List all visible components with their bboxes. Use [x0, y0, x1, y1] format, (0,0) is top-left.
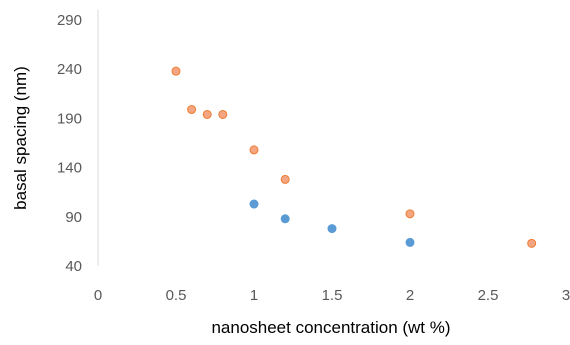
- y-tick-label: 240: [57, 61, 82, 78]
- data-point-series-1: [280, 174, 290, 184]
- x-tick-label: 0.5: [166, 287, 187, 304]
- x-tick-label: 1.5: [322, 287, 343, 304]
- y-tick-label: 40: [65, 258, 82, 275]
- x-tick-label: 0: [94, 287, 102, 304]
- data-point-series-2: [280, 214, 290, 224]
- y-axis-title: basal spacing (nm): [11, 66, 30, 210]
- data-point-series-1: [202, 109, 212, 119]
- data-point-series-2: [327, 224, 337, 234]
- y-tick-label: 190: [57, 110, 82, 127]
- y-tick-label: 140: [57, 160, 82, 177]
- x-tick-label: 2.5: [478, 287, 499, 304]
- data-point-series-2: [405, 237, 415, 247]
- x-axis-title: nanosheet concentration (wt %): [211, 318, 450, 337]
- data-point-series-1: [187, 105, 197, 115]
- y-axis-ticks: 40 90 140 190 240 290: [57, 12, 82, 275]
- x-axis-ticks: 0 0.5 1 1.5 2 2.5 3: [94, 287, 570, 304]
- data-point-series-2: [249, 199, 259, 209]
- x-tick-label: 1: [250, 287, 258, 304]
- data-point-series-1: [527, 238, 537, 248]
- data-points: [171, 66, 537, 248]
- data-point-series-1: [218, 109, 228, 119]
- x-tick-label: 2: [406, 287, 414, 304]
- y-tick-label: 290: [57, 12, 82, 29]
- data-point-series-1: [405, 209, 415, 219]
- data-point-series-1: [249, 145, 259, 155]
- data-point-series-1: [171, 66, 181, 76]
- x-tick-label: 3: [562, 287, 570, 304]
- y-tick-label: 90: [65, 209, 82, 226]
